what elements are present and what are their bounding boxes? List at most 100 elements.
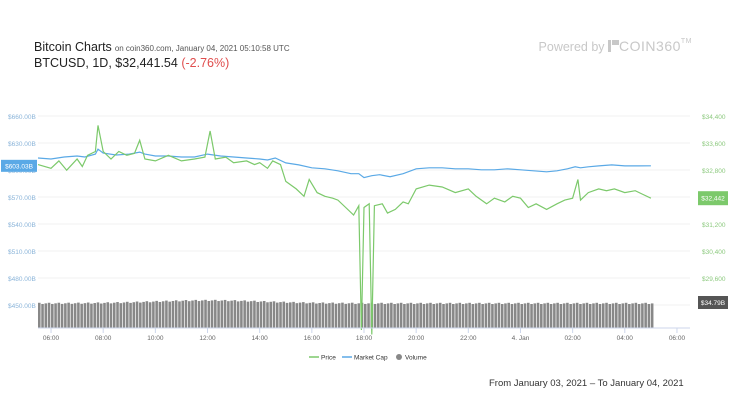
volume-bar — [178, 301, 181, 328]
volume-bar — [315, 303, 318, 328]
volume-bar — [187, 301, 191, 328]
volume-bar — [80, 303, 83, 328]
volume-bar — [201, 300, 204, 328]
volume-bar — [530, 304, 533, 328]
x-axis-tick-label: 04:00 — [617, 335, 634, 342]
volume-bar — [152, 301, 155, 328]
volume-bar — [135, 301, 139, 328]
market-cap-current-tag — [1, 159, 37, 172]
left-axis-tick-label: $660.00B — [8, 114, 36, 121]
volume-bar — [38, 302, 41, 328]
volume-bar — [566, 302, 569, 328]
volume-bar — [484, 303, 488, 328]
volume-bar — [148, 302, 152, 328]
volume-bar — [549, 304, 553, 328]
volume-bar — [204, 299, 207, 328]
volume-bar — [399, 302, 403, 328]
volume-bar — [478, 302, 481, 328]
volume-bar — [435, 303, 439, 328]
volume-bar — [647, 304, 651, 328]
volume-bar — [220, 300, 224, 328]
brand-tm: TM — [680, 38, 692, 45]
volume-bar — [99, 303, 103, 328]
volume-bar — [236, 301, 240, 328]
volume-bar — [67, 302, 70, 328]
volume-bar — [611, 303, 615, 328]
volume-bar — [487, 302, 491, 328]
volume-bar — [562, 303, 566, 328]
volume-bar — [96, 302, 100, 328]
volume-bar — [272, 301, 276, 328]
volume-bar — [295, 303, 299, 328]
volume-bar — [155, 300, 158, 328]
volume-bar — [129, 302, 132, 328]
volume-bar — [227, 301, 230, 328]
volume-bar — [311, 302, 315, 328]
volume-bar — [119, 303, 123, 328]
right-axis-tick-label: $31,200 — [702, 222, 726, 229]
volume-bar — [367, 303, 370, 328]
legend-label: Price — [321, 355, 336, 362]
x-axis-tick-label: 12:00 — [199, 335, 216, 342]
powered-by-label: Powered by — [538, 40, 605, 54]
volume-bar — [197, 301, 201, 328]
right-axis-tick-label: $29,600 — [702, 276, 726, 283]
volume-bar — [47, 302, 51, 328]
volume-bar — [259, 301, 263, 328]
volume-bar — [445, 303, 449, 328]
legend-label: Market Cap — [354, 355, 388, 362]
x-axis-tick-label: 08:00 — [95, 335, 112, 342]
volume-bar — [540, 304, 543, 328]
volume-bar — [289, 302, 292, 328]
volume-bar — [83, 303, 87, 328]
volume-bar — [324, 303, 328, 328]
volume-bar — [601, 303, 605, 328]
volume-bar — [412, 303, 416, 328]
volume-bar — [455, 303, 458, 328]
volume-bar — [517, 302, 520, 328]
volume-bar — [86, 302, 90, 328]
volume-bar — [109, 303, 113, 328]
volume-bar — [377, 303, 380, 328]
volume-bar — [461, 303, 465, 328]
volume-bar — [634, 302, 638, 328]
powered-by-logo[interactable]: Powered by COIN360TM — [539, 38, 692, 54]
volume-bar — [354, 303, 357, 328]
chart-subtitle: on coin360.com, January 04, 2021 05:10:5… — [114, 44, 290, 53]
volume-bar — [553, 303, 556, 328]
volume-bar — [618, 304, 621, 328]
volume-bar — [240, 300, 243, 328]
volume-bar — [650, 303, 654, 328]
volume-bar — [246, 301, 250, 328]
volume-bar — [41, 303, 44, 328]
volume-bar — [644, 302, 647, 328]
volume-bar — [243, 300, 246, 328]
volume-bar — [347, 303, 351, 328]
chart-header: Bitcoin Charts on coin360.com, January 04… — [34, 40, 290, 54]
volume-bar — [112, 302, 116, 328]
volume-bar — [308, 302, 312, 328]
volume-bar — [543, 303, 546, 328]
volume-bar — [364, 303, 367, 328]
volume-bar — [419, 302, 422, 328]
volume-bar — [615, 302, 618, 328]
volume-bar — [465, 303, 468, 328]
volume-bar — [194, 299, 198, 328]
volume-bar — [328, 303, 331, 328]
volume-bar — [393, 303, 396, 328]
volume-bar — [331, 302, 334, 328]
volume-bar — [390, 302, 393, 328]
brand-logo: COIN360TM — [608, 38, 692, 54]
volume-bar — [321, 302, 325, 328]
volume-bar — [527, 302, 530, 328]
volume-bar — [406, 303, 409, 328]
volume-bar — [429, 302, 432, 328]
chart-title: Bitcoin Charts — [34, 40, 112, 54]
volume-bar — [145, 301, 149, 328]
volume-bar — [116, 302, 119, 328]
volume-bar — [383, 303, 387, 328]
volume-bar — [292, 301, 295, 328]
volume-bar — [334, 303, 338, 328]
quote-value: BTCUSD, 1D, $32,441.54 — [34, 56, 178, 70]
